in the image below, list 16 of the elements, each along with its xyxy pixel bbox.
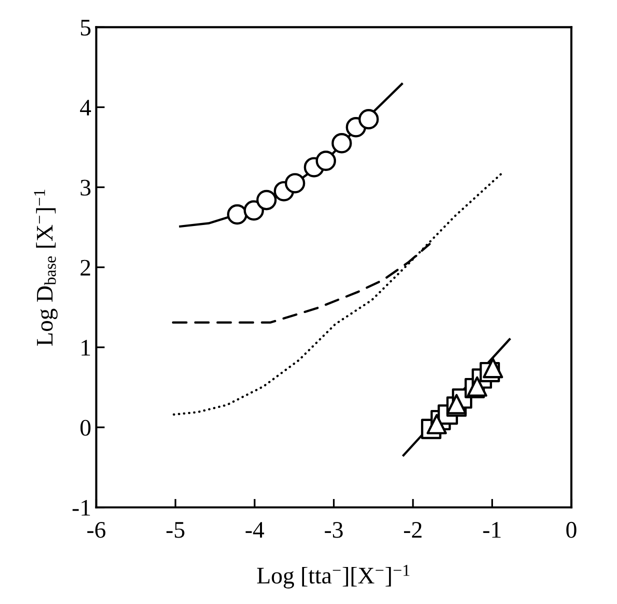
x-tick-label: 0 (566, 522, 576, 538)
x-tick-label: -1 (483, 522, 501, 538)
x-tick-label: -2 (404, 522, 422, 538)
y-tick-label: 3 (80, 180, 90, 196)
y-axis-title: Log D$_{base}$ [X$^{−}$]$^{−1}$ (34, 190, 58, 346)
x-axis-title: Log [tta$^{−}$][X$^{−}$]$^{−1}$ (257, 564, 410, 588)
y-tick-label: -1 (72, 500, 90, 516)
x-tick-label: -5 (166, 522, 184, 538)
y-tick-label: 0 (80, 420, 90, 436)
y-tick-label: 2 (80, 260, 90, 276)
x-tick-label: -6 (87, 522, 106, 538)
x-tick-label: -4 (246, 522, 264, 538)
y-tick-label: 4 (80, 100, 92, 116)
y-tick-label: 5 (80, 20, 90, 36)
x-tick-label: -3 (324, 522, 343, 538)
y-tick-label: 1 (82, 340, 90, 356)
